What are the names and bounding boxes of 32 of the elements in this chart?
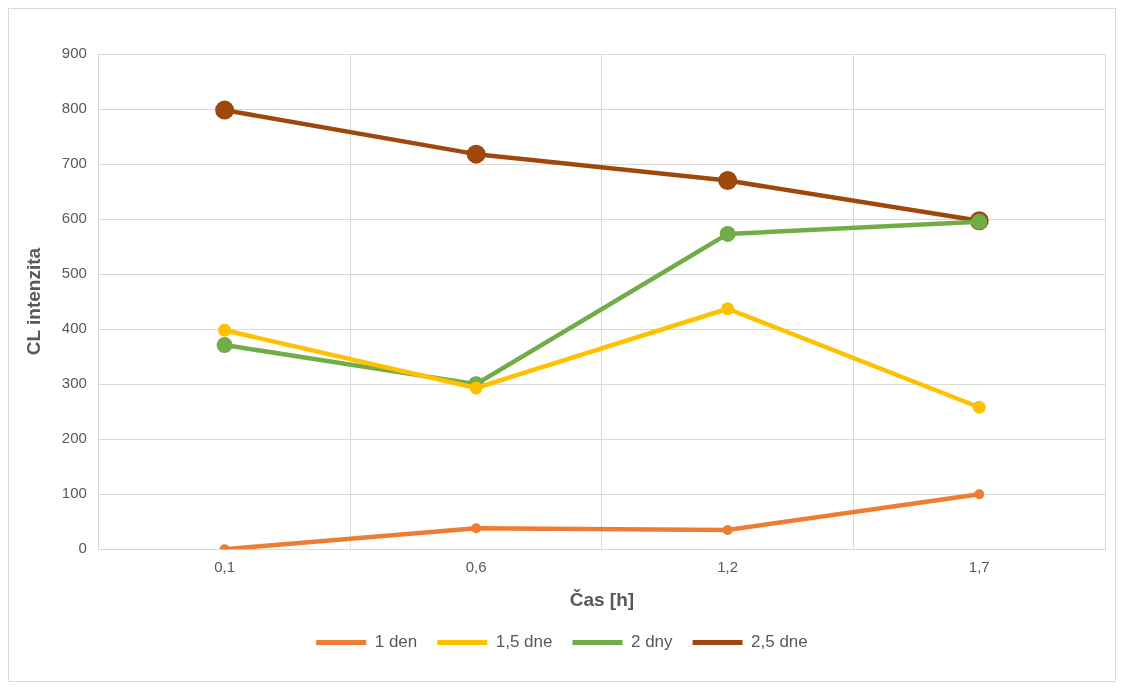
point [471, 523, 482, 534]
point [469, 381, 483, 395]
point [719, 225, 736, 242]
y-tick-label: 900 [61, 44, 87, 62]
y-tick-label: 800 [61, 99, 87, 117]
y-tick-label: 0 [78, 539, 87, 557]
point [972, 400, 986, 414]
y-tick-label: 400 [61, 319, 87, 337]
point [218, 323, 232, 337]
point [722, 524, 733, 535]
point [466, 144, 486, 164]
y-tick-label: 700 [61, 154, 87, 172]
legend-label: 1 den [374, 632, 418, 652]
y-tick-label: 600 [61, 209, 87, 227]
point [216, 337, 233, 354]
y-tick-label: 300 [61, 374, 87, 392]
point [718, 171, 738, 191]
point [215, 100, 235, 120]
x-tick-label: 0,6 [465, 558, 487, 576]
legend-label: 2,5 dne [751, 632, 808, 652]
legend-label: 2 dny [630, 632, 674, 652]
x-tick-label: 1,2 [717, 558, 739, 576]
x-axis-title: Čas [h] [569, 588, 635, 610]
point [974, 489, 985, 500]
y-tick-label: 200 [61, 429, 87, 447]
y-axis-title: CL intenzita [22, 247, 44, 356]
y-tick-label: 500 [61, 264, 87, 282]
legend-label: 1,5 dne [495, 632, 553, 652]
y-tick-label: 100 [61, 484, 87, 502]
x-tick-label: 0,1 [214, 558, 236, 576]
point [721, 302, 735, 316]
x-tick-label: 1,7 [968, 558, 990, 576]
